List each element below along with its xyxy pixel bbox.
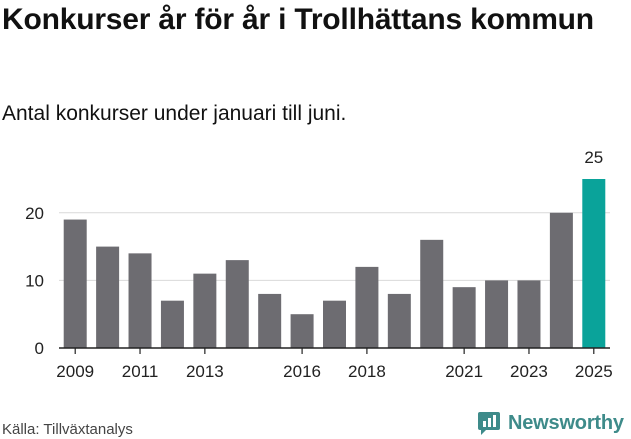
x-tick-label: 2016: [283, 362, 321, 381]
source-note: Källa: Tillväxtanalys: [2, 421, 133, 438]
bar-2021: [452, 287, 476, 348]
x-tick-label: 2018: [348, 362, 386, 381]
y-axis-ticks: 0 10 20: [25, 204, 44, 358]
chart-subtitle: Antal konkurser under januari till juni.: [2, 102, 347, 125]
x-tick-label: 2025: [575, 362, 613, 381]
bar-2022: [485, 280, 509, 348]
bar-2015: [258, 293, 282, 348]
bar-2020: [420, 239, 444, 348]
newsworthy-logo: Newsworthy: [476, 409, 624, 437]
y-tick-label: 10: [25, 271, 44, 290]
x-tick-label: 2023: [510, 362, 548, 381]
x-tick-label: 2011: [122, 362, 159, 381]
y-tick-label: 0: [35, 339, 44, 358]
x-tick-label: 2009: [56, 362, 94, 381]
bar-2012: [160, 300, 184, 348]
bar-2009: [63, 219, 87, 348]
bar-2010: [96, 246, 120, 348]
x-tick-label: 2021: [445, 362, 483, 381]
bar-2023: [517, 280, 541, 348]
bar-2024: [549, 212, 573, 348]
bars: [63, 179, 606, 348]
newsworthy-logo-icon: [478, 412, 500, 435]
y-tick-label: 20: [25, 204, 44, 223]
bar-2016: [290, 314, 314, 348]
brand-name: Newsworthy: [508, 411, 624, 434]
data-labels: 25: [584, 148, 603, 167]
bar-chart: 0 10 20 2009 2011 2013 2016 2018 2021 2023 2025 2…: [25, 148, 613, 381]
bar-2025: [582, 179, 606, 348]
data-label: 25: [584, 148, 603, 167]
bar-2013: [193, 273, 217, 348]
bar-2011: [128, 253, 152, 348]
page-title: Konkurser år för år i Trollhättans kommu…: [2, 3, 594, 36]
bar-2019: [387, 293, 411, 348]
bar-2014: [225, 260, 249, 348]
bar-2017: [323, 300, 346, 348]
bar-2018: [355, 266, 379, 348]
x-tick-label: 2013: [186, 362, 224, 381]
x-axis-ticks: 2009 2011 2013 2016 2018 2021 2023 2025: [56, 348, 613, 381]
